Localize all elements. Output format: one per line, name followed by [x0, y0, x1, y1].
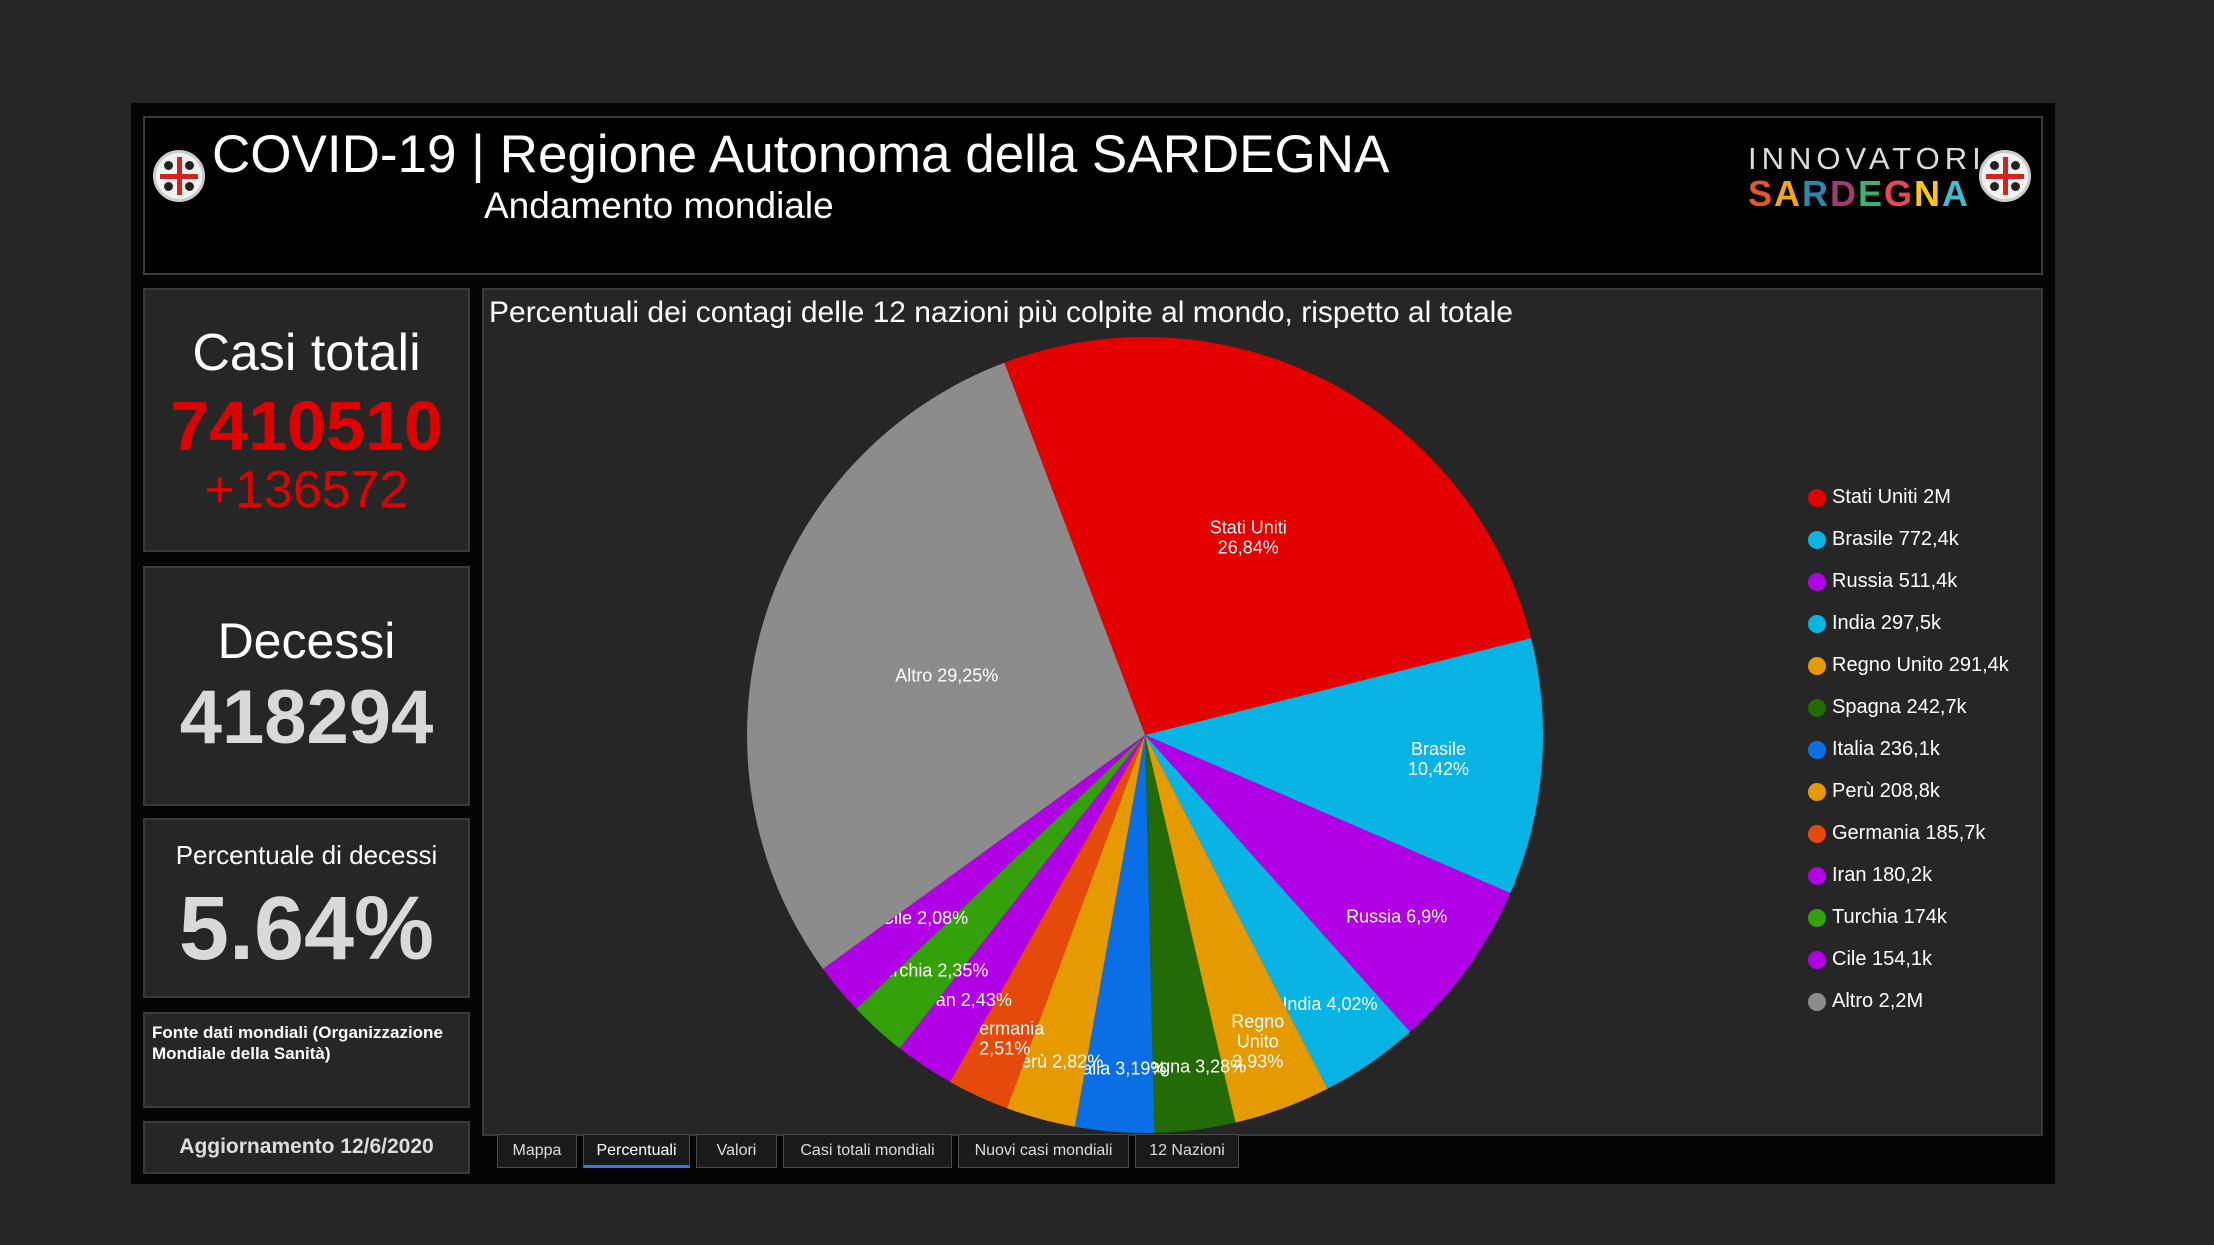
legend-label: Russia 511,4k	[1832, 570, 1958, 592]
tab-casi-totali-mondiali[interactable]: Casi totali mondiali	[783, 1134, 952, 1168]
legend-swatch	[1808, 825, 1826, 843]
total-cases-delta: +136572	[204, 461, 409, 519]
total-cases-value: 7410510	[170, 387, 443, 465]
legend-label: Brasile 772,4k	[1832, 528, 1959, 550]
update-card: Aggiornamento 12/6/2020	[143, 1121, 470, 1174]
page-title: COVID-19 | Regione Autonoma della SARDEG…	[212, 125, 1390, 184]
legend-swatch	[1808, 951, 1826, 969]
deaths-value: 418294	[179, 675, 434, 760]
legend-label: Cile 154,1k	[1832, 948, 1933, 970]
chart-title: Percentuali dei contagi delle 12 nazioni…	[489, 296, 1513, 329]
logo-sardegna: SARDEGNA	[1748, 173, 1971, 214]
death-percentage-card: Percentuale di decessi 5.64%	[143, 818, 470, 998]
tab-valori[interactable]: Valori	[696, 1134, 777, 1168]
legend-label: Germania 185,7k	[1832, 822, 1986, 844]
legend-swatch	[1808, 909, 1826, 927]
death-percentage-label: Percentuale di decessi	[175, 840, 438, 870]
legend-swatch	[1808, 741, 1826, 759]
sardinia-crest-icon	[153, 150, 205, 202]
legend-label: Altro 2,2M	[1832, 990, 1924, 1012]
legend-swatch	[1808, 699, 1826, 717]
legend-swatch	[1808, 783, 1826, 801]
sardinia-crest-icon	[1979, 150, 2031, 202]
tab-mappa[interactable]: Mappa	[497, 1134, 577, 1168]
legend-swatch	[1808, 573, 1826, 591]
legend-label: Spagna 242,7k	[1832, 696, 1967, 718]
legend-label: Iran 180,2k	[1832, 864, 1933, 886]
total-cases-card: Casi totali 7410510 +136572	[143, 288, 470, 552]
header-bar	[143, 116, 2043, 275]
update-text: Aggiornamento 12/6/2020	[179, 1135, 434, 1158]
legend-label: Perù 208,8k	[1832, 780, 1940, 802]
page-subtitle: Andamento mondiale	[484, 185, 834, 226]
legend-swatch	[1808, 993, 1826, 1011]
death-percentage-value: 5.64%	[178, 879, 435, 979]
legend-swatch	[1808, 531, 1826, 549]
logo-innovatori: INNOVATORI	[1748, 141, 1986, 176]
legend-label: Regno Unito 291,4k	[1832, 654, 2009, 676]
legend-label: Italia 236,1k	[1832, 738, 1940, 760]
tab-percentuali[interactable]: Percentuali	[583, 1134, 690, 1168]
tab-12-nazioni[interactable]: 12 Nazioni	[1135, 1134, 1239, 1168]
legend-swatch	[1808, 615, 1826, 633]
tab-nuovi-casi-mondiali[interactable]: Nuovi casi mondiali	[958, 1134, 1129, 1168]
deaths-card: Decessi 418294	[143, 566, 470, 806]
total-cases-label: Casi totali	[192, 324, 421, 382]
legend-swatch	[1808, 867, 1826, 885]
source-text: Fonte dati mondiali (Organizzazione Mond…	[152, 1023, 443, 1063]
deaths-label: Decessi	[217, 613, 396, 669]
legend-label: Stati Uniti 2M	[1832, 486, 1951, 508]
legend-swatch	[1808, 657, 1826, 675]
legend-label: Turchia 174k	[1832, 906, 1947, 928]
legend-swatch	[1808, 489, 1826, 507]
legend-label: India 297,5k	[1832, 612, 1941, 634]
source-card: Fonte dati mondiali (Organizzazione Mond…	[143, 1012, 470, 1108]
